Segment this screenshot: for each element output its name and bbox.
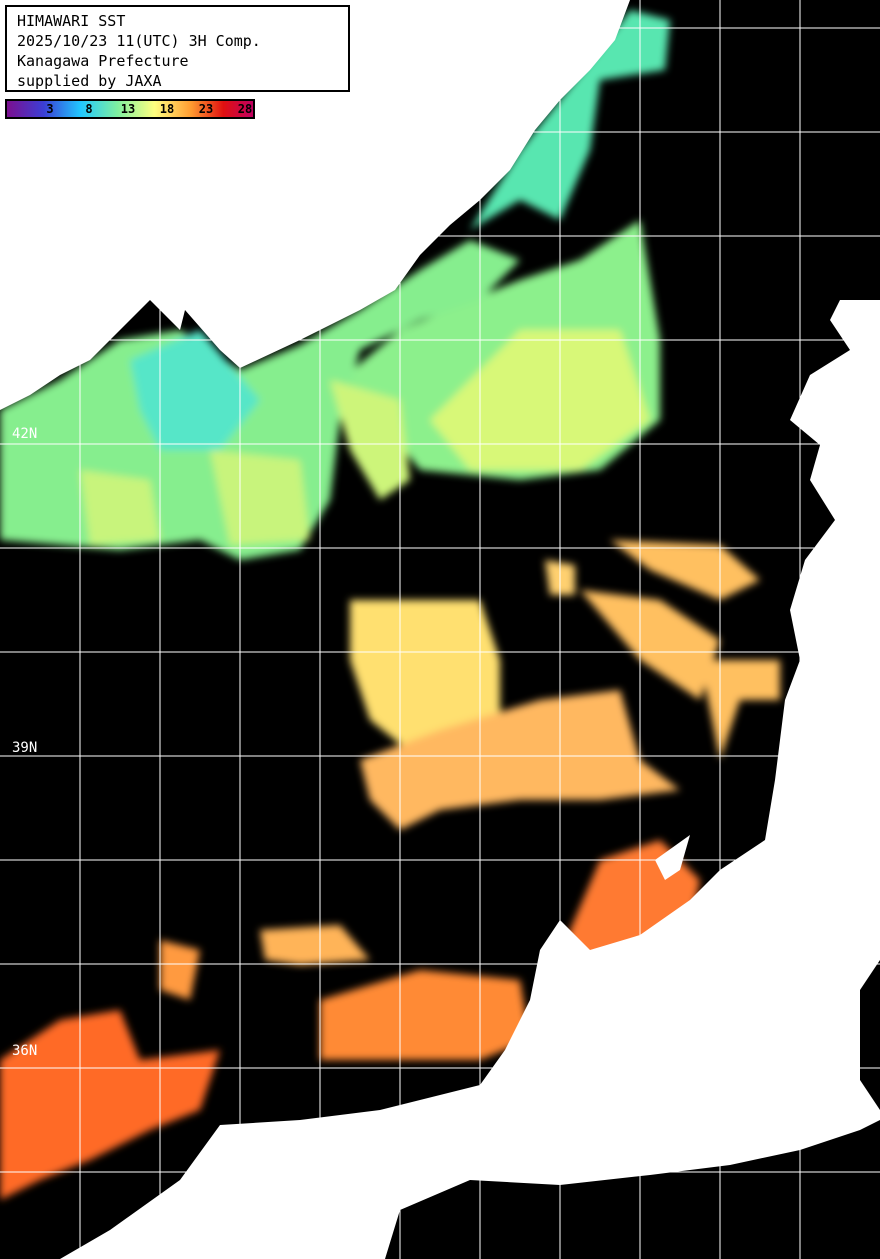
supplier-line: supplied by JAXA — [17, 72, 162, 90]
scale-tick: 28 — [237, 102, 253, 116]
land-japan — [60, 300, 880, 1259]
sst-warm-region — [0, 540, 780, 1259]
lat-label: 36N — [12, 1043, 38, 1059]
sst-cold-region — [0, 10, 670, 560]
title-line: HIMAWARI SST — [17, 12, 126, 30]
provider-line: Kanagawa Prefecture — [17, 52, 189, 70]
lat-label: 42N — [12, 426, 38, 442]
datetime-line: 2025/10/23 11(UTC) 3H Comp. — [17, 32, 261, 50]
color-scale-bar: 3 8 13 18 23 28 — [5, 99, 255, 119]
lat-label: 39N — [12, 740, 38, 756]
land-peninsula — [655, 835, 690, 880]
scale-tick: 23 — [198, 102, 214, 116]
pacific-sea — [385, 960, 880, 1259]
info-box: HIMAWARI SST 2025/10/23 11(UTC) 3H Comp.… — [5, 5, 350, 92]
scale-tick: 3 — [46, 102, 54, 116]
scale-tick: 8 — [85, 102, 93, 116]
scale-tick: 13 — [120, 102, 136, 116]
scale-tick: 18 — [159, 102, 175, 116]
